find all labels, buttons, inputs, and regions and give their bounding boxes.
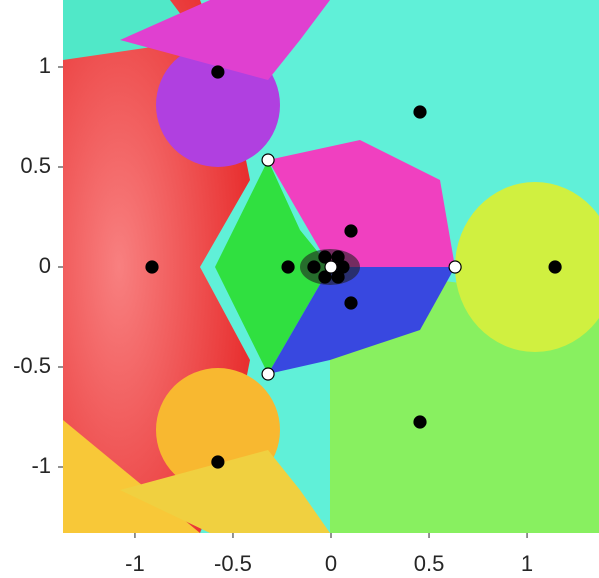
point: [261, 367, 275, 381]
point: [318, 270, 332, 284]
point: [344, 224, 358, 238]
point: [413, 105, 427, 119]
point: [145, 260, 159, 274]
point: [281, 260, 295, 274]
y-tick-label: 0.5: [20, 153, 51, 178]
y-tick-label: -1: [31, 453, 51, 478]
point: [344, 296, 358, 310]
point: [318, 250, 332, 264]
point: [261, 153, 275, 167]
x-tick-label: 1: [521, 551, 533, 576]
point: [331, 270, 345, 284]
basin-background: [63, 0, 599, 533]
y-tick-label: 1: [39, 53, 51, 78]
point: [548, 260, 562, 274]
x-tick-label: 0: [325, 551, 337, 576]
x-tick-label: -0.5: [214, 551, 252, 576]
point: [211, 65, 225, 79]
point: [413, 415, 427, 429]
x-tick-label: 0.5: [414, 551, 445, 576]
y-tick-label: 0: [39, 253, 51, 278]
x-tick-label: -1: [125, 551, 145, 576]
point: [307, 260, 321, 274]
point: [211, 455, 225, 469]
point: [448, 260, 462, 274]
point: [324, 260, 338, 274]
y-tick-label: -0.5: [13, 353, 51, 378]
